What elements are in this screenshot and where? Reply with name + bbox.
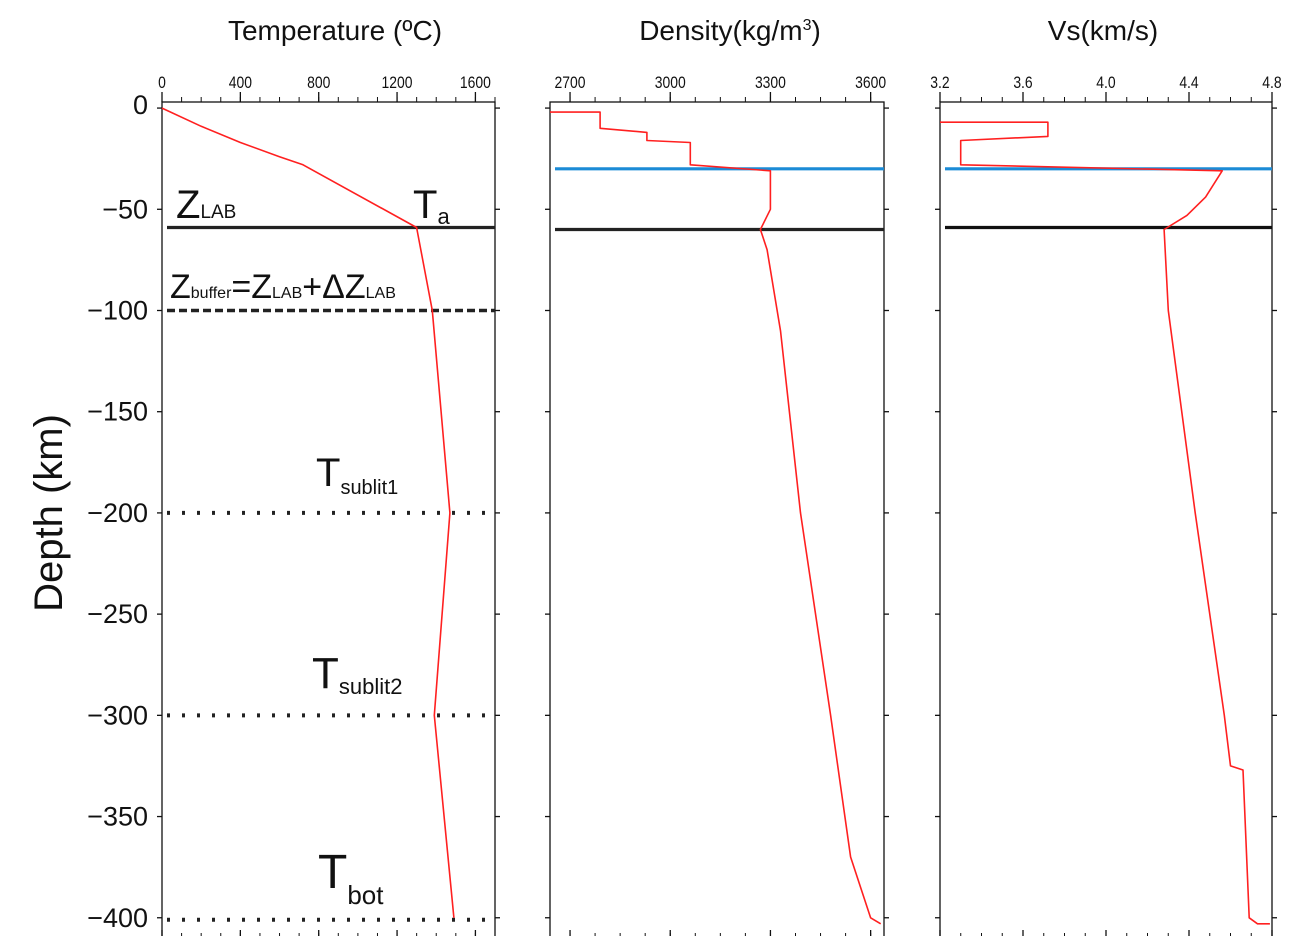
y-tick-label: −250 (87, 599, 148, 629)
x-tick-label: 800 (307, 74, 331, 93)
x-tick-label: 3600 (855, 74, 886, 93)
panel-2-title-text: Density(kg/m (639, 15, 802, 46)
x-tick-label: 0 (158, 74, 166, 93)
x-tick-label: 3000 (655, 74, 686, 93)
annotation-z-buffer: Zbuffer=ZLAB+ΔZLAB (170, 268, 396, 306)
x-tick-label: 4.8 (1262, 74, 1281, 93)
y-tick-label: −400 (87, 903, 148, 933)
annotation-z-lab-sub: LAB (200, 202, 236, 223)
annotation-t-a: Ta (413, 183, 450, 229)
annotation-t-sublit1-sub: sublit1 (340, 477, 398, 499)
annotation-z-buffer-sub2: LAB (272, 285, 302, 302)
panel-2-reference-lines (555, 167, 884, 232)
y-tick-label: −300 (87, 700, 148, 730)
panel-2-x-tick-labels: 2700 3000 3300 3600 (555, 74, 887, 93)
panel-3-title: Vs(km/s) (1048, 15, 1158, 46)
x-tick-label: 3.6 (1013, 74, 1032, 93)
panel-1-reference-lines (167, 225, 495, 922)
panel-1-frame (161, 101, 496, 936)
annotation-z-lab-main: Z (176, 183, 200, 227)
annotation-t-bot: Tbot (318, 846, 384, 910)
panel-3-x-tick-labels: 3.2 3.6 4.0 4.4 4.8 (930, 74, 1281, 93)
x-tick-label: 3.2 (930, 74, 949, 93)
panel-2-title-superscript: 3 (803, 17, 812, 34)
annotation-t-sublit1-main: T (316, 451, 340, 495)
panel-2-ticks (545, 92, 889, 936)
y-axis-label: Depth (km) (27, 414, 71, 612)
x-tick-label: 3300 (755, 74, 786, 93)
x-tick-label: 4.4 (1179, 74, 1199, 93)
annotation-z-lab: ZLAB (176, 183, 236, 227)
annotation-z-buffer-rest: =Z (231, 268, 272, 306)
profile-line (940, 121, 1270, 925)
x-tick-label: 1200 (382, 74, 413, 93)
x-tick-label: 4.0 (1096, 74, 1116, 93)
y-tick-label: −100 (87, 295, 148, 325)
panel-3-ticks (935, 92, 1277, 936)
profile-line (550, 111, 882, 925)
annotation-t-a-main: T (413, 183, 437, 227)
x-tick-label: 400 (229, 74, 253, 93)
panel-2-title-close: ) (811, 15, 820, 46)
panel-1-ticks (157, 92, 500, 936)
panel-1-title: Temperature (ºC) (228, 15, 442, 46)
annotation-t-sublit2-main: T (312, 649, 339, 698)
panel-1-x-tick-labels: 0 400 800 1200 1600 (158, 74, 491, 93)
annotation-z-buffer-sub3: LAB (366, 285, 396, 302)
annotation-t-sublit2-sub: sublit2 (339, 674, 403, 699)
annotation-t-bot-sub: bot (347, 880, 384, 910)
y-tick-label: −50 (102, 194, 148, 224)
y-tick-label: 0 (133, 90, 148, 120)
annotation-z-buffer-main: Z (170, 268, 191, 306)
annotation-z-buffer-sub: buffer (191, 285, 232, 302)
panel-1-series (161, 107, 455, 918)
panel-2-frame (549, 101, 885, 936)
panel-3-series (940, 121, 1270, 925)
annotation-z-buffer-rest2: +ΔZ (302, 268, 365, 306)
annotation-t-sublit2: Tsublit2 (312, 649, 402, 699)
annotation-t-sublit1: Tsublit1 (316, 451, 398, 499)
x-tick-label: 1600 (460, 74, 491, 93)
profile-line (161, 107, 455, 918)
annotation-t-a-sub: a (437, 204, 450, 229)
y-tick-label: −350 (87, 802, 148, 832)
y-tick-labels: 0 −50 −100 −150 −200 −250 −300 −350 −400 (87, 90, 148, 933)
annotation-t-bot-main: T (318, 846, 347, 899)
x-tick-label: 2700 (555, 74, 586, 93)
y-tick-label: −200 (87, 498, 148, 528)
panel-2-series (550, 111, 882, 925)
panel-3-reference-lines (945, 167, 1272, 230)
panel-2-title: Density(kg/m3) (639, 15, 821, 46)
y-tick-label: −150 (87, 397, 148, 427)
